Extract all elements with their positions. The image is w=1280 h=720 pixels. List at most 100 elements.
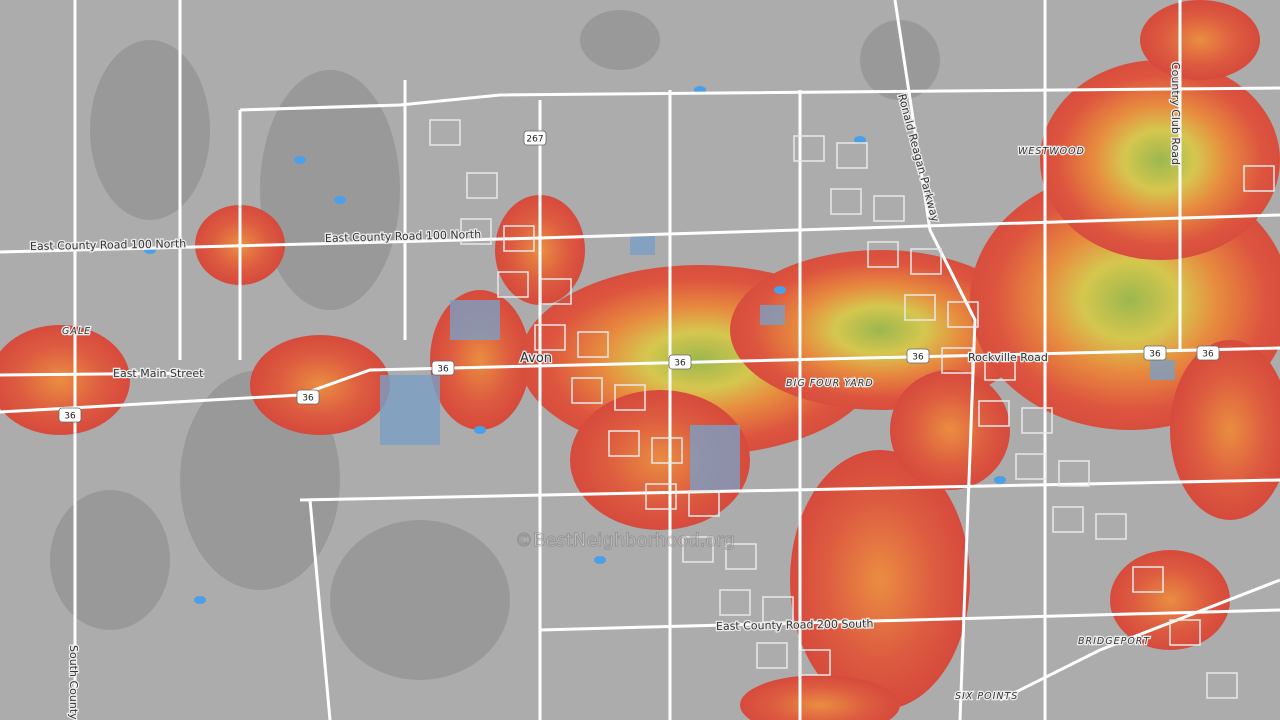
street — [460, 218, 492, 245]
street — [571, 377, 603, 404]
route-shield — [1196, 345, 1220, 361]
street — [947, 301, 979, 328]
road-label: East Main Street — [113, 367, 204, 380]
street — [1058, 460, 1090, 487]
route-shield — [523, 130, 547, 146]
road — [999, 578, 1280, 702]
water-body — [1150, 360, 1175, 380]
route-shield-number: 36 — [64, 412, 76, 422]
route-shield-number: 267 — [526, 135, 543, 145]
road — [0, 371, 201, 377]
place-label: BRIDGEPORT — [1078, 636, 1150, 647]
heat-blob — [1170, 340, 1280, 520]
street — [614, 384, 646, 411]
place-label: BIG FOUR YARD — [786, 378, 874, 389]
road — [239, 86, 1280, 112]
street — [503, 225, 535, 252]
road — [539, 608, 1280, 632]
street — [984, 354, 1016, 381]
street — [719, 589, 751, 616]
route-shield-number: 36 — [1149, 350, 1161, 360]
road-label: East County Road 100 North — [30, 237, 186, 253]
terrain-patch — [260, 70, 400, 310]
pond — [334, 196, 346, 204]
terrain-patch — [330, 520, 510, 680]
heat-blob — [890, 370, 1010, 490]
street — [1132, 566, 1164, 593]
street — [534, 324, 566, 351]
street — [793, 135, 825, 162]
street — [830, 188, 862, 215]
street — [608, 430, 640, 457]
watermark: ©BestNeighborhood.org — [515, 530, 735, 551]
street — [651, 437, 683, 464]
street — [725, 543, 757, 570]
route-shield-number: 36 — [1202, 350, 1214, 360]
pond — [474, 426, 486, 434]
road — [0, 346, 1280, 414]
pond — [774, 286, 786, 294]
street — [910, 248, 942, 275]
street — [799, 649, 831, 676]
road-label: East County Road 200 South — [716, 617, 874, 633]
street — [1169, 619, 1201, 646]
route-shield-number: 36 — [302, 394, 314, 404]
water-body — [630, 235, 655, 255]
road-label: Country Club Road — [1169, 62, 1182, 165]
street — [682, 536, 714, 563]
road-label: East County Road 100 North — [325, 228, 482, 245]
street — [1021, 407, 1053, 434]
pond — [994, 476, 1006, 484]
street — [1243, 165, 1275, 192]
road — [299, 478, 1280, 502]
street — [756, 642, 788, 669]
street — [1206, 672, 1238, 699]
place-label: GALE — [62, 326, 91, 337]
place-label: SIX POINTS — [955, 691, 1018, 702]
water-body — [380, 375, 440, 445]
road — [893, 0, 977, 720]
route-shield — [668, 354, 692, 370]
street — [1015, 453, 1047, 480]
road-label: South County — [67, 645, 80, 720]
street — [497, 271, 529, 298]
street — [645, 483, 677, 510]
heat-blob — [790, 450, 970, 710]
route-shield — [58, 407, 82, 423]
pond — [194, 596, 206, 604]
place-label: Avon — [520, 351, 552, 366]
street — [688, 490, 720, 517]
road — [308, 499, 332, 720]
route-shield — [1143, 345, 1167, 361]
terrain-patch — [580, 10, 660, 70]
terrain-patch — [90, 40, 210, 220]
heat-blob — [250, 335, 390, 435]
pond — [594, 556, 606, 564]
pond — [854, 136, 866, 144]
street — [540, 278, 572, 305]
place-label: WESTWOOD — [1018, 146, 1085, 157]
street — [836, 142, 868, 169]
street — [466, 172, 498, 199]
street — [577, 331, 609, 358]
route-shield — [296, 389, 320, 405]
water-body — [690, 425, 740, 490]
heat-blob — [1140, 0, 1260, 80]
terrain-patch — [860, 20, 940, 100]
street — [762, 596, 794, 623]
street — [867, 241, 899, 268]
street — [873, 195, 905, 222]
water-body — [760, 305, 785, 325]
route-shield-number: 36 — [437, 365, 449, 375]
route-shield-number: 36 — [912, 353, 924, 363]
street — [429, 119, 461, 146]
route-shield-number: 36 — [674, 359, 686, 369]
heat-blob — [730, 250, 1030, 410]
street — [978, 400, 1010, 427]
water — [144, 86, 1175, 604]
heat-blob — [1040, 60, 1280, 260]
water-body — [450, 300, 500, 340]
street — [1095, 513, 1127, 540]
route-shield — [906, 348, 930, 364]
road-label: Rockville Road — [968, 351, 1048, 364]
